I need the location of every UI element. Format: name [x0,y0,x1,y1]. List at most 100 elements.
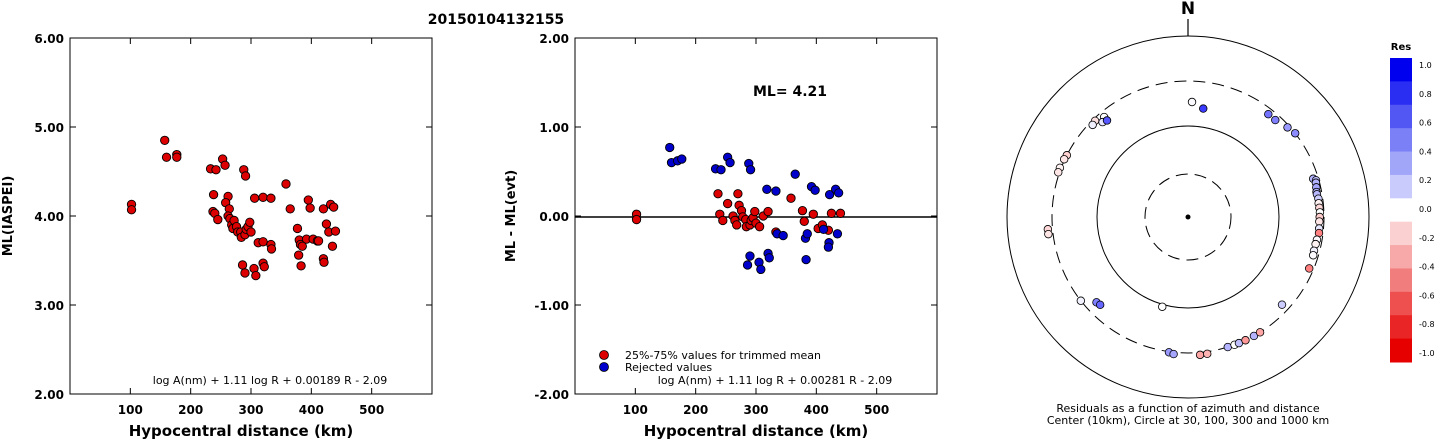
colorbar-swatch [1390,198,1412,223]
panel-0-data-point [318,204,329,214]
colorbar-swatch [1390,104,1412,129]
panel-0-x-tick-label: 200 [178,403,203,417]
colorbar-tick-label: -0.2 [1419,234,1435,243]
polar-station-point [1158,302,1167,311]
panel-1-data-point [808,209,818,219]
panel-0-data-point [246,227,256,237]
panel-0-data-point [161,152,172,162]
panel-0-data-point [259,262,269,272]
north-label: N [1181,0,1195,19]
panel-1-data-point [750,206,760,217]
panel-1-data-point [716,165,726,175]
panel-1-data-point [802,229,812,239]
panel-1-x-tick-label: 200 [683,403,708,417]
colorbar-swatch [1390,151,1412,176]
panel-0-data-point [292,223,303,234]
polar-caption-line-2: Center (10km), Circle at 30, 100, 300 an… [1047,414,1329,427]
polar-station-point [1203,349,1212,359]
panel-0-data-point [330,226,341,236]
panel-0-data-point [305,203,315,213]
panel-0-data-point [266,193,276,203]
panel-1-y-tick-label: 0.00 [539,210,569,224]
panel-1-data-point [771,186,781,196]
polar-caption-line-1: Residuals as a function of azimuth and d… [1056,402,1319,415]
colorbar-tick-label: 0.4 [1419,147,1432,156]
panel-1-x-tick-label: 100 [623,403,648,417]
polar-station-point [1076,296,1086,305]
colorbar-tick-label: -0.8 [1419,320,1435,329]
panel-1-y-axis-label: ML(IASPEI) [1,176,16,257]
panel-ml-vs-distance: 100 200 300 400 500 2.00 3.00 4.00 5.00 6.00 Hyp… [1,32,433,440]
panel-1-data-point [742,260,753,270]
panel-0-data-point [240,268,250,278]
polar-station-point [1308,251,1318,260]
panel-0-data-point [245,217,255,227]
panel-1-data-point [718,215,728,226]
panel-1-data-point [745,251,755,261]
panel-2-points [631,142,846,275]
colorbar-tick-label: 0.2 [1419,176,1432,185]
colorbar-tick-label: -0.6 [1419,291,1435,300]
panel-0-data-point [303,195,313,205]
panel-1-data-point [832,229,843,239]
colorbar-swatch [1390,291,1412,316]
colorbar-tick-label: 0.0 [1419,205,1432,214]
polar-station-point [1195,350,1205,360]
panel-0-data-point [266,244,277,254]
panel-0-data-point [126,205,137,215]
panel-0-y-tick-label: 3.00 [34,299,64,313]
colorbar-swatch [1390,245,1412,269]
panel-1-data-point [797,206,808,216]
polar-points [1043,97,1325,360]
panel-0-x-tick-label: 500 [359,403,384,417]
colorbar-tick-label: -1.0 [1419,349,1435,358]
polar-station-point [1102,116,1112,125]
panel-0-data-point [258,192,268,202]
colorbar-tick-label: 0.6 [1419,119,1432,128]
legend: 25%-75% values for trimmed mean Rejected… [599,349,821,374]
colorbar-swatch [1390,338,1412,363]
panel-1-data-point [732,220,742,230]
polar-station-point [1059,155,1069,164]
ring-100km [1096,125,1280,309]
panel-1-formula: log A(nm) + 1.11 log R + 0.00189 R - 2.0… [153,374,387,387]
legend-marker-rejected [599,362,609,372]
panel-1-data-point [786,193,796,203]
panel-1-data-point [824,189,835,200]
panel-0-x-tick-label: 100 [118,403,143,417]
panel-1-frame [69,37,433,395]
colorbar: Res 1.0 0.8 0.6 0.4 0.2 0.0 -0.2 -0.4 -0.6 -0.8 -1… [1390,42,1435,363]
colorbar-swatch [1390,315,1412,340]
panel-1-y-tick-label: -1.00 [534,299,569,313]
colorbar-swatch [1390,268,1412,293]
ml-annotation: ML= 4.21 [753,84,827,100]
panel-1-data-point [834,188,844,198]
panel-1-data-point [733,189,743,199]
legend-marker-trimmed [599,350,609,360]
panel-1-data-point [818,224,829,235]
panel-1-data-point [631,214,642,225]
panel-0-data-point [249,193,260,203]
colorbar-swatch [1390,58,1412,82]
panel-2-x-axis-label: Hypocentral distance (km) [644,422,869,440]
panel-0-data-point [327,241,338,251]
legend-label-trimmed: 25%-75% values for trimmed mean [625,349,821,362]
panel-1-data-point [763,206,773,217]
panel-1-data-point [756,264,766,275]
panel-1-data-point [778,230,788,241]
panel-1-data-point [713,189,723,199]
colorbar-tick-label: -0.4 [1419,263,1435,272]
panel-0-data-point [240,171,251,181]
panel-0-data-point [329,202,339,212]
panel-0-data-point [237,260,248,270]
colorbar-swatch [1390,174,1412,199]
colorbar-swatches [1390,58,1412,363]
panel-1-x-ticks: 100 200 300 400 500 [118,38,384,417]
panel-1-data-point [826,208,837,218]
event-title: 20150104132155 [428,12,564,28]
panel-1-data-point [725,157,735,168]
polar-station-point [1095,300,1105,310]
panel-0-data-point [321,219,332,229]
panel-1-x-tick-label: 400 [804,403,829,417]
